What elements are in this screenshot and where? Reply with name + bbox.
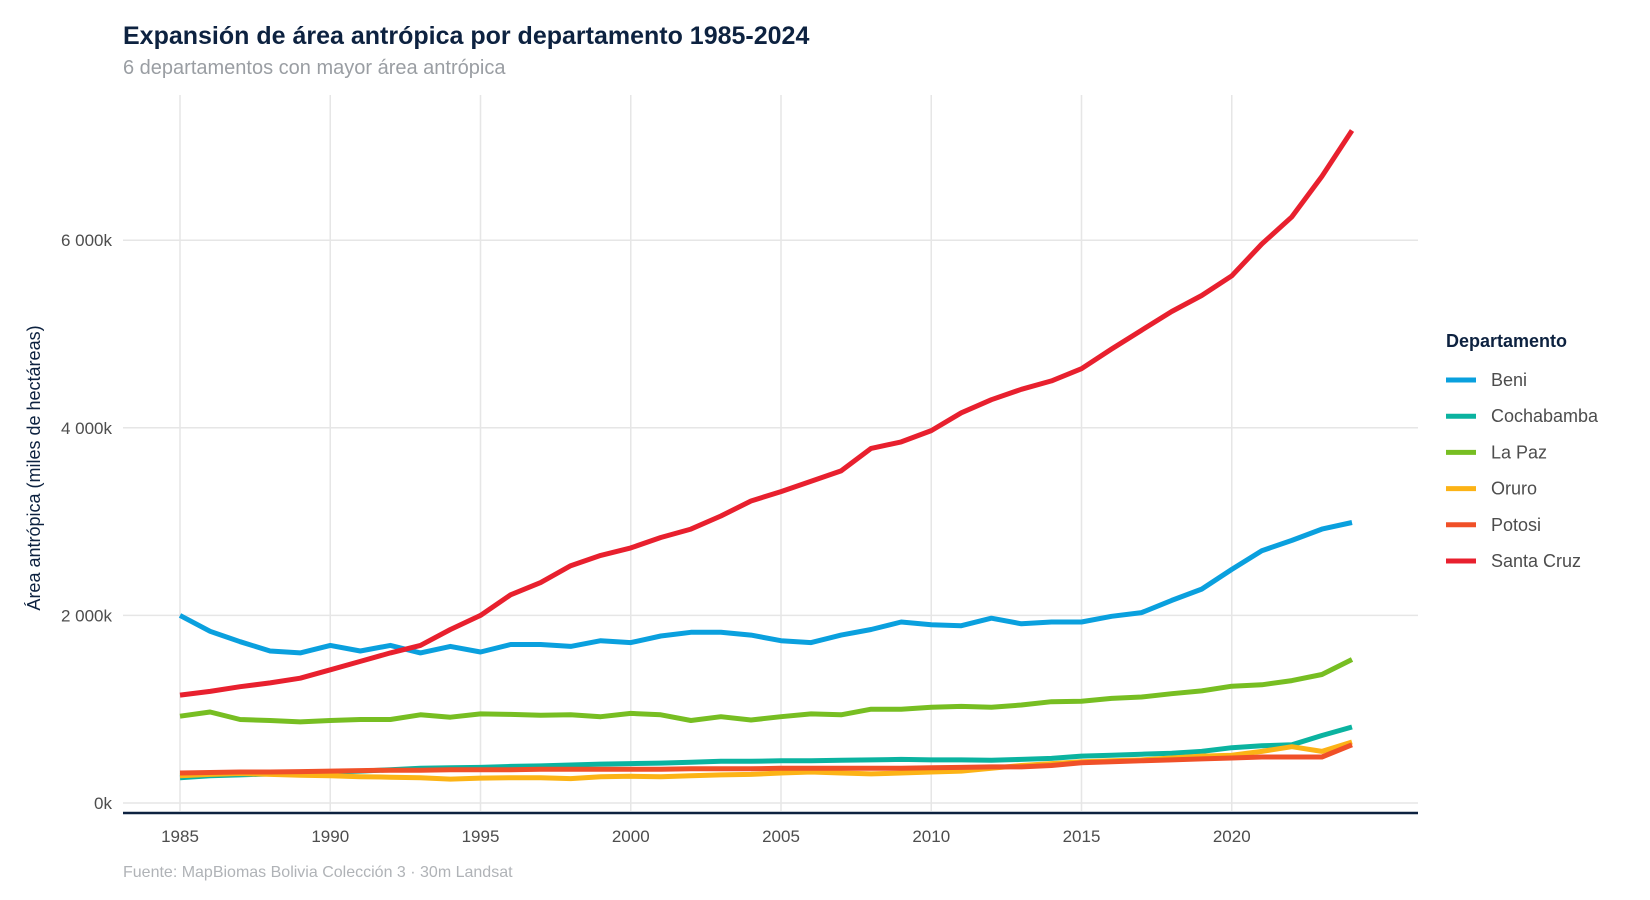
legend-label: Oruro (1491, 479, 1537, 499)
x-tick-label: 2005 (762, 827, 800, 846)
legend-label: Cochabamba (1491, 406, 1599, 426)
legend-item: Potosi (1446, 515, 1541, 535)
x-tick-label: 2015 (1063, 827, 1101, 846)
legend-label: Beni (1491, 370, 1527, 390)
x-tick-label: 1990 (311, 827, 349, 846)
x-tick-labels: 1985 1990 1995 2000 2005 2010 2015 2020 (161, 827, 1251, 846)
series-lines (178, 129, 1355, 782)
series-line-potosi (179, 742, 1353, 776)
chart-caption: Fuente: MapBiomas Bolivia Colección 3 · … (123, 864, 513, 881)
legend-item: La Paz (1446, 442, 1547, 462)
series-line-santa-cruz (179, 129, 1355, 698)
legend-label: Santa Cruz (1491, 551, 1581, 571)
y-tick-labels: 0k 2 000k 4 000k 6 000k (61, 231, 113, 813)
legend-title: Departamento (1446, 331, 1567, 351)
x-tick-label: 2000 (612, 827, 650, 846)
x-tick-label: 1995 (462, 827, 500, 846)
chart-subtitle: 6 departamentos con mayor área antrópica (123, 57, 506, 79)
legend-item: Beni (1446, 370, 1527, 390)
legend-label: La Paz (1491, 442, 1547, 462)
chart-title: Expansión de área antrópica por departam… (123, 22, 809, 50)
y-tick-label: 2 000k (61, 606, 113, 625)
legend-item: Oruro (1446, 479, 1537, 499)
x-tick-label: 1985 (161, 827, 199, 846)
series-line-beni (178, 520, 1353, 656)
legend-item: Cochabamba (1446, 406, 1599, 426)
legend-item: Santa Cruz (1446, 551, 1581, 571)
series-line-la-paz (179, 657, 1354, 725)
legend-label: Potosi (1491, 515, 1541, 535)
y-tick-label: 4 000k (61, 419, 113, 438)
x-tick-label: 2020 (1213, 827, 1251, 846)
y-tick-label: 6 000k (61, 231, 113, 250)
x-gridlines (179, 95, 1233, 811)
x-tick-label: 2010 (912, 827, 950, 846)
y-tick-label: 0k (94, 794, 112, 813)
y-axis-label: Área antrópica (miles de hectáreas) (24, 325, 44, 610)
legend: Departamento Beni Cochabamba La Paz Oruro Po… (1446, 331, 1599, 571)
y-gridlines (123, 239, 1418, 804)
